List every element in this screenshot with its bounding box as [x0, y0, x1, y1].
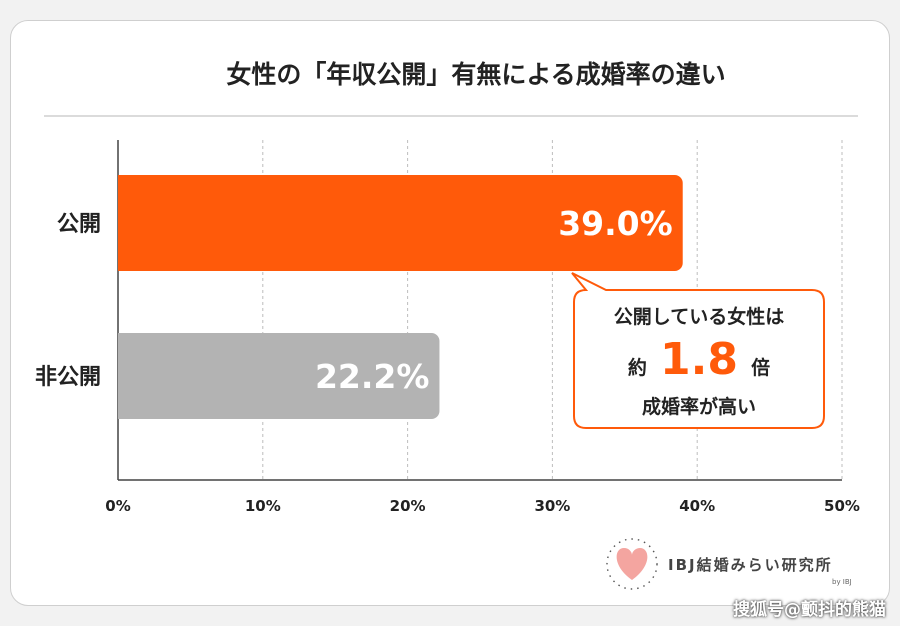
x-tick-label: 10% [245, 497, 281, 515]
chart-title: 女性の「年収公開」有無による成婚率の違い [226, 60, 725, 89]
bars: 39.0% 公開 22.2% 非公開 [35, 175, 683, 419]
logo-dotted-ring [606, 538, 658, 590]
callout-prefix: 約 [628, 356, 647, 379]
x-tick-label: 30% [534, 497, 570, 515]
bar-left-edge [118, 333, 130, 419]
callout-line-2: 約 1.8 倍 [628, 334, 770, 385]
logo: IBJ結婚みらい研究所 by IBJ [606, 538, 852, 590]
value-label: 39.0% [558, 204, 673, 243]
category-label: 公開 [57, 212, 101, 237]
logo-by: by IBJ [832, 578, 852, 586]
heart-icon [616, 548, 648, 580]
x-tick-label: 40% [679, 497, 715, 515]
bar-left-edge [118, 175, 130, 271]
x-axis-ticks: 0% 10% 20% 30% 40% 50% [105, 497, 860, 515]
x-tick-label: 20% [390, 497, 426, 515]
callout-line-3: 成婚率が高い [642, 395, 756, 418]
x-tick-label: 50% [824, 497, 860, 515]
bar-0 [118, 175, 683, 271]
watermark: 搜狐号@颤抖的熊猫 [733, 600, 886, 620]
x-tick-label: 0% [105, 497, 130, 515]
category-label: 非公開 [35, 365, 101, 390]
bar-1 [118, 333, 440, 419]
callout-box [571, 272, 825, 429]
value-label: 22.2% [315, 357, 430, 396]
callout-big-number: 1.8 [660, 334, 738, 385]
annotation-callout: 公開している女性は 約 1.8 倍 成婚率が高い [571, 272, 825, 429]
callout-line-1: 公開している女性は [614, 305, 784, 328]
logo-text: IBJ結婚みらい研究所 [668, 556, 833, 574]
callout-suffix: 倍 [751, 356, 770, 379]
